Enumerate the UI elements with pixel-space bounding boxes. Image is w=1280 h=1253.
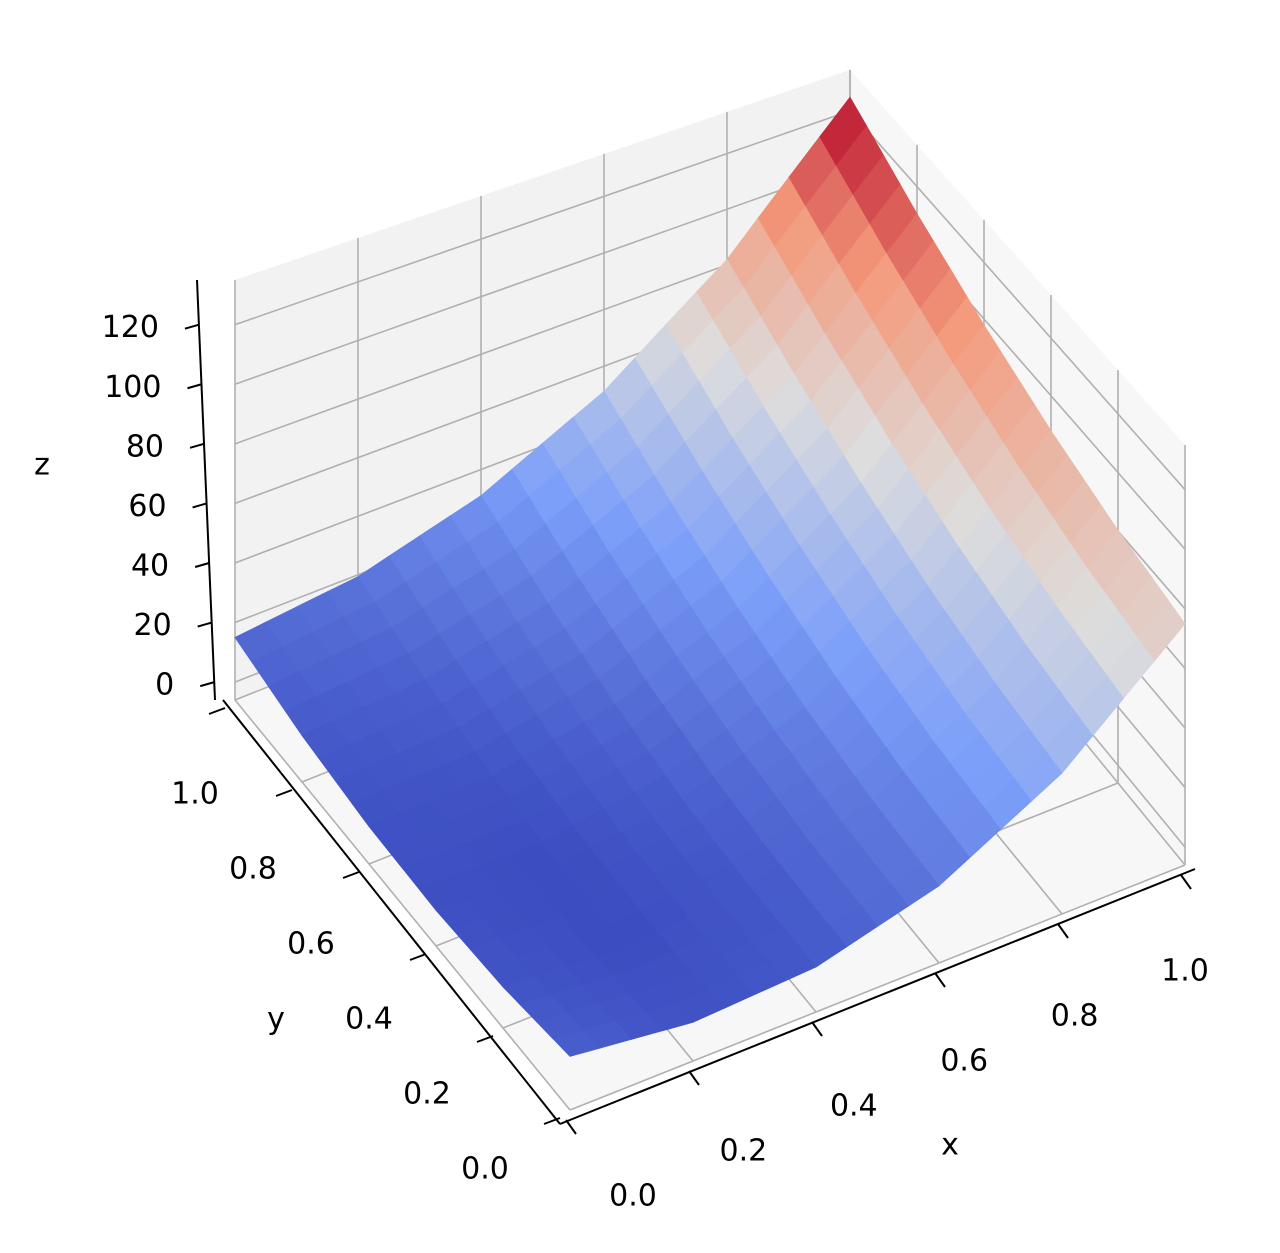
x-tick-label: 0.0 [609, 1179, 657, 1214]
x-axis-line [559, 868, 1196, 1125]
z-axis-line [196, 279, 216, 701]
x-tick [565, 1119, 577, 1135]
y-tick [208, 707, 226, 715]
z-tick-label: 100 [104, 370, 161, 405]
z-tick-label: 0 [155, 668, 174, 703]
x-tick-label: 1.0 [1161, 954, 1209, 989]
y-tick [543, 1117, 561, 1125]
x-tick [934, 972, 946, 988]
x-tick [688, 1070, 700, 1086]
y-tick [476, 1035, 494, 1043]
z-tick [189, 442, 205, 449]
grid-line [849, 110, 1186, 491]
z-tick [187, 383, 202, 390]
z-tick-label: 80 [126, 429, 164, 464]
y-tick-label: 0.0 [461, 1152, 509, 1187]
y-axis-line [222, 699, 561, 1125]
z-tick [197, 621, 212, 628]
surface-face [552, 1029, 602, 1057]
y-axis-label: y [267, 1002, 285, 1037]
back-pane [235, 69, 850, 701]
y-tick [342, 871, 360, 879]
y-tick-label: 0.4 [345, 1002, 393, 1037]
z-tick [184, 323, 200, 330]
y-tick-label: 1.0 [171, 777, 219, 812]
grid-line [234, 164, 851, 386]
y-tick [275, 789, 293, 797]
x-tick [1180, 874, 1192, 890]
z-tick-label: 20 [133, 608, 171, 643]
grid-line [234, 699, 571, 1111]
z-tick-label: 120 [102, 310, 159, 345]
z-axis-label: z [34, 448, 50, 483]
x-tick-label: 0.2 [720, 1134, 768, 1169]
x-tick [1057, 923, 1069, 939]
y-tick [409, 953, 427, 961]
z-tick-label: 60 [128, 489, 166, 524]
z-tick [192, 502, 207, 509]
z-tick-label: 40 [131, 548, 169, 583]
z-tick [194, 562, 210, 568]
x-axis-label: x [941, 1128, 959, 1163]
y-tick-label: 0.6 [287, 927, 335, 962]
x-tick [811, 1021, 823, 1037]
x-tick-label: 0.4 [830, 1089, 878, 1124]
y-tick-label: 0.8 [229, 852, 277, 887]
grid-line [569, 864, 1186, 1111]
x-tick-label: 0.6 [940, 1044, 988, 1079]
y-tick-label: 0.2 [403, 1077, 451, 1112]
x-tick-label: 0.8 [1051, 999, 1099, 1034]
grid-line [234, 110, 851, 326]
z-tick [199, 681, 215, 688]
